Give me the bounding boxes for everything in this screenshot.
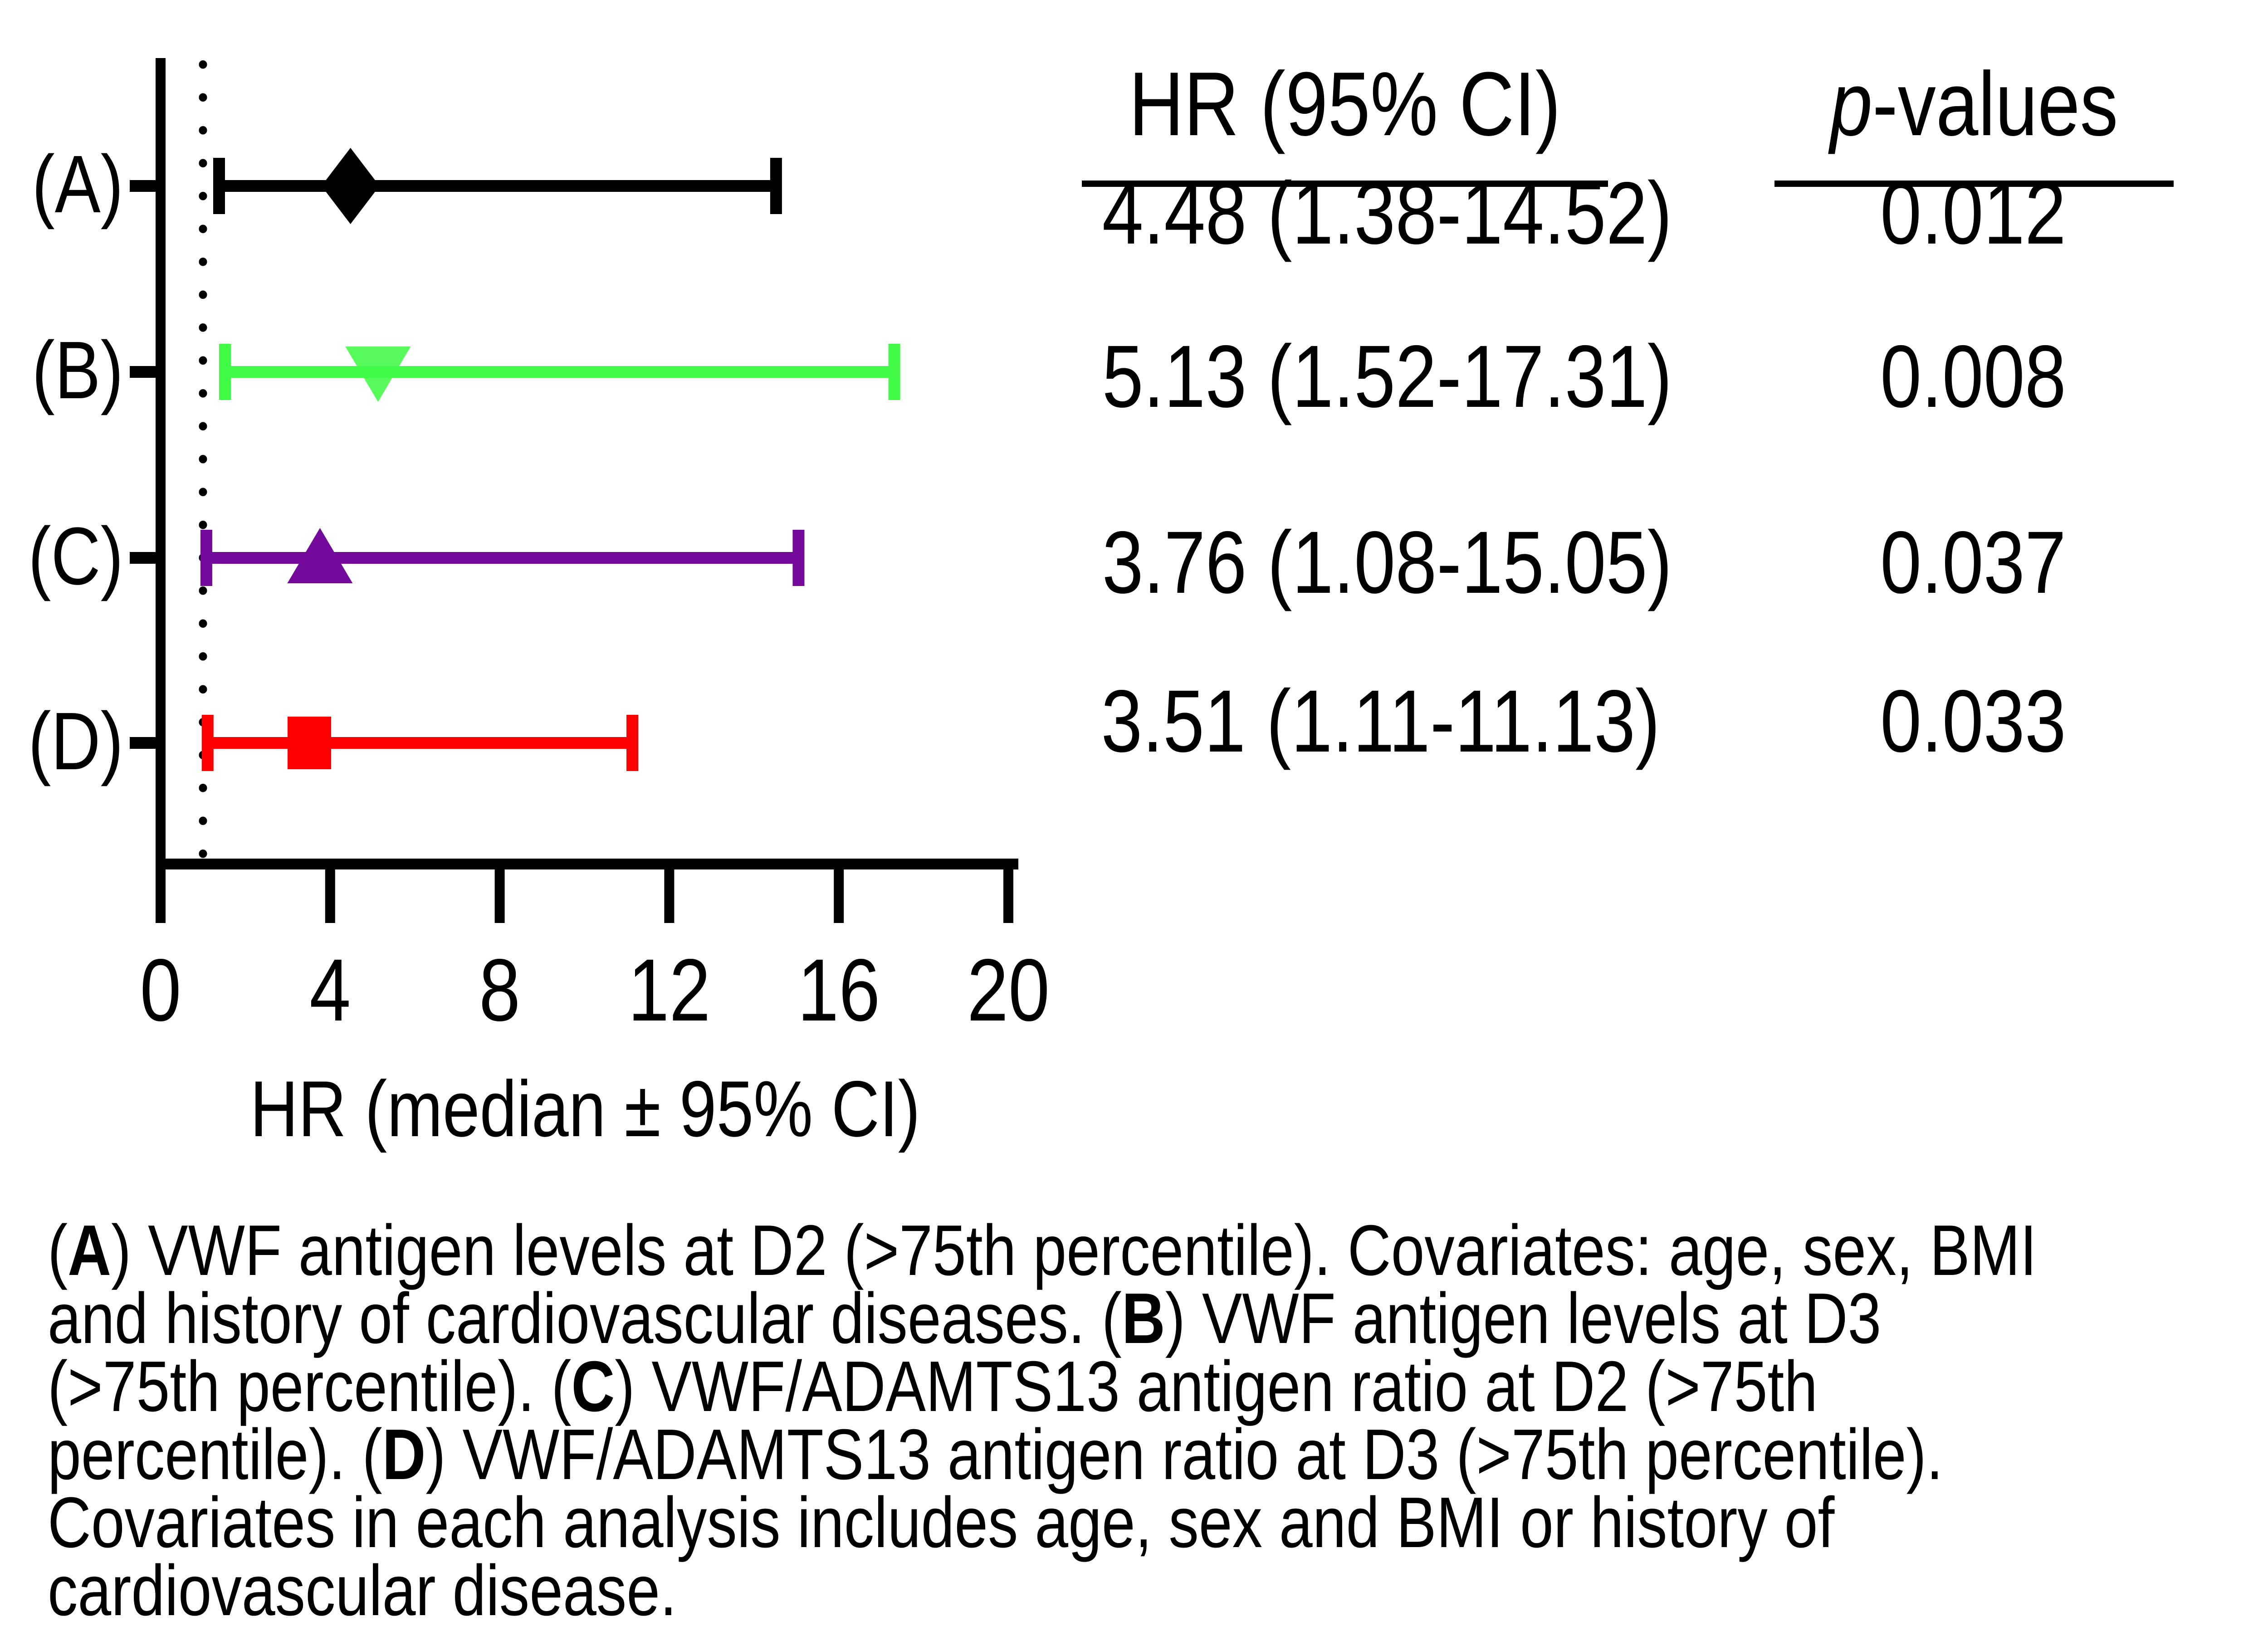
p-values-header-label: p-values <box>1830 59 2118 150</box>
table-col2-header: p-values <box>1774 59 2174 150</box>
category-label-(C): (C) <box>28 511 123 602</box>
hr-value-d: 3.51 (1.11-11.13) <box>1101 672 1660 771</box>
caption-line-3: (>75th percentile). (C) VWF/ADAMTS13 ant… <box>48 1347 1818 1426</box>
category-label-(B): (B) <box>32 325 123 416</box>
p-value-b: 0.008 <box>1880 327 2066 426</box>
p-value-c: 0.037 <box>1880 513 2066 612</box>
caption-line-5: Covariates in each analysis includes age… <box>48 1483 1835 1563</box>
caption-line-6: cardiovascular disease. <box>48 1551 677 1631</box>
table-row-b-hr: 5.13 (1.52-17.31) <box>1048 332 1672 421</box>
category-label-(A): (A) <box>32 139 123 230</box>
marker-diamond <box>321 148 380 224</box>
x-tick-label-20: 20 <box>967 941 1050 1040</box>
hr-value-c: 3.76 (1.08-15.05) <box>1102 513 1672 612</box>
p-value-d: 0.033 <box>1880 672 2066 771</box>
table-row-c-p: 0.037 <box>1814 518 2132 607</box>
x-axis-title: HR (median ± 95% CI) <box>250 1065 920 1153</box>
x-tick-label-4: 4 <box>309 941 351 1040</box>
marker-square <box>288 717 332 769</box>
caption-line-1: (A) VWF antigen levels at D2 (>75th perc… <box>48 1211 2037 1290</box>
table-row-a-hr: 4.48 (1.38-14.52) <box>1048 169 1672 258</box>
marker-triangle-up-icon <box>287 528 353 583</box>
table-col2-underline <box>1774 181 2174 187</box>
hr-value-a: 4.48 (1.38-14.52) <box>1102 164 1672 263</box>
table-col1-header: HR (95% CI) <box>1082 59 1608 150</box>
table-row-a-p: 0.012 <box>1814 169 2132 258</box>
table-col1-underline <box>1082 181 1608 187</box>
caption-line-4: percentile). (D) VWF/ADAMTS13 antigen ra… <box>48 1415 1943 1494</box>
table-row-c-hr: 3.76 (1.08-15.05) <box>1048 518 1672 607</box>
x-tick-label-12: 12 <box>628 941 710 1040</box>
caption-line-2: and history of cardiovascular diseases. … <box>48 1279 1882 1358</box>
figure-caption: (A) VWF antigen levels at D2 (>75th perc… <box>48 1211 2268 1631</box>
marker-triangle-down-icon <box>345 347 411 402</box>
x-tick-label-8: 8 <box>479 941 520 1040</box>
p-values-rest: -values <box>1872 54 2118 155</box>
p-italic: p <box>1830 54 1872 155</box>
hr-value-b: 5.13 (1.52-17.31) <box>1102 327 1672 426</box>
table-row-d-p: 0.033 <box>1814 677 2132 766</box>
table-row-d-hr: 3.51 (1.11-11.13) <box>1048 677 1660 766</box>
table-row-b-p: 0.008 <box>1814 332 2132 421</box>
category-label-(D): (D) <box>28 696 123 787</box>
forest-plot-svg: (A) (B) (C) (D) 0 4 8 12 16 20 HR (median ± 95% CI… <box>28 58 1050 1153</box>
hr-ci-header-label: HR (95% CI) <box>1129 54 1561 155</box>
x-tick-label-0: 0 <box>140 941 181 1040</box>
p-value-a: 0.012 <box>1880 164 2066 263</box>
x-tick-label-16: 16 <box>797 941 880 1040</box>
